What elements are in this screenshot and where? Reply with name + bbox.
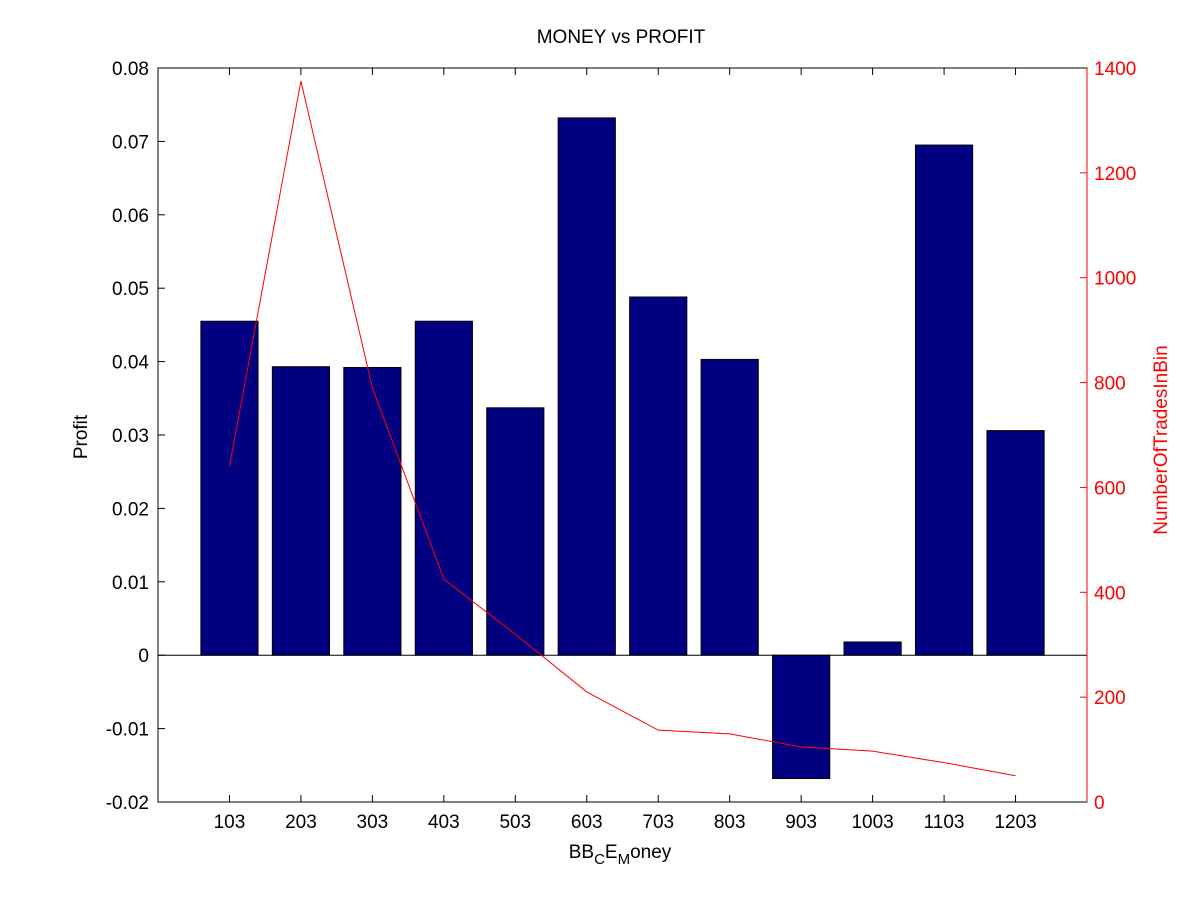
- y-axis-label-right: NumberOfTradesInBin: [1151, 345, 1172, 534]
- x-label-main: BB: [569, 842, 594, 863]
- x-tick-label: 803: [714, 812, 746, 833]
- x-label-tail: oney: [630, 842, 672, 863]
- y-right-tick-label: 600: [1094, 478, 1126, 499]
- bar-803: [700, 358, 759, 656]
- x-tick-label: 303: [357, 812, 389, 833]
- y-axis-label-left: Profit: [71, 414, 92, 459]
- x-tick-label: 703: [642, 812, 674, 833]
- x-label-mid: E: [605, 842, 618, 863]
- y-tick-label: -0.02: [106, 793, 149, 814]
- bar-1003: [843, 641, 902, 656]
- x-label-sub1: C: [594, 851, 605, 868]
- y-right-tick-label: 1000: [1094, 269, 1136, 290]
- x-axis-label: BBCEMoney: [569, 842, 672, 868]
- bar-403: [414, 320, 473, 656]
- x-tick-label: 1103: [924, 812, 965, 833]
- y-right-tick-label: 1200: [1094, 164, 1136, 185]
- y-tick-label: 0.05: [112, 279, 149, 300]
- x-tick-label: 903: [785, 812, 817, 833]
- x-tick-label: 1003: [851, 812, 893, 833]
- chart-title: MONEY vs PROFIT: [537, 27, 706, 48]
- y-right-tick-label: 200: [1094, 688, 1126, 709]
- bar-series-profit: [200, 117, 1045, 780]
- y-tick-label: 0.04: [112, 353, 149, 374]
- bar-1103: [914, 144, 974, 656]
- y-tick-label: 0.01: [112, 573, 149, 594]
- bar-203: [271, 366, 331, 656]
- y-right-tick-label: 0: [1094, 793, 1105, 814]
- y-right-tick-label: 1400: [1094, 59, 1136, 80]
- x-label-sub2: M: [618, 851, 631, 868]
- x-tick-label: 1203: [994, 812, 1036, 833]
- bar-703: [629, 296, 688, 656]
- right-y-axis-ticks: 0 200 400 600 800 1000 1200 1400: [1080, 59, 1136, 814]
- bar-103: [200, 320, 259, 656]
- y-tick-label: -0.01: [106, 720, 149, 741]
- left-y-axis-ticks: -0.02 -0.01 0 0.01 0.02 0.03 0.04 0.05 0.06 0.07 0…: [106, 59, 165, 814]
- x-tick-label: 403: [428, 812, 460, 833]
- y-tick-label: 0.08: [112, 59, 149, 80]
- line-series-trades: [228, 80, 1016, 777]
- bar-603: [557, 117, 616, 656]
- y-tick-label: 0.06: [112, 206, 149, 227]
- y-tick-label: 0.03: [112, 426, 149, 447]
- x-tick-label: 503: [499, 812, 531, 833]
- bar-1203: [986, 430, 1045, 656]
- y-tick-label: 0: [138, 646, 149, 667]
- bar-503: [486, 407, 545, 656]
- x-axis-ticks: 103 203 303 403 503 603 703 803 903 1003 1103 1203: [214, 68, 1037, 833]
- bar-303: [343, 366, 402, 656]
- x-tick-label: 603: [571, 812, 603, 833]
- x-tick-label: 203: [285, 812, 317, 833]
- x-tick-label: 103: [214, 812, 246, 833]
- y-tick-label: 0.07: [112, 132, 149, 153]
- y-tick-label: 0.02: [112, 499, 149, 520]
- bar-903: [772, 654, 831, 780]
- y-right-tick-label: 400: [1094, 583, 1126, 604]
- y-right-tick-label: 800: [1094, 374, 1126, 395]
